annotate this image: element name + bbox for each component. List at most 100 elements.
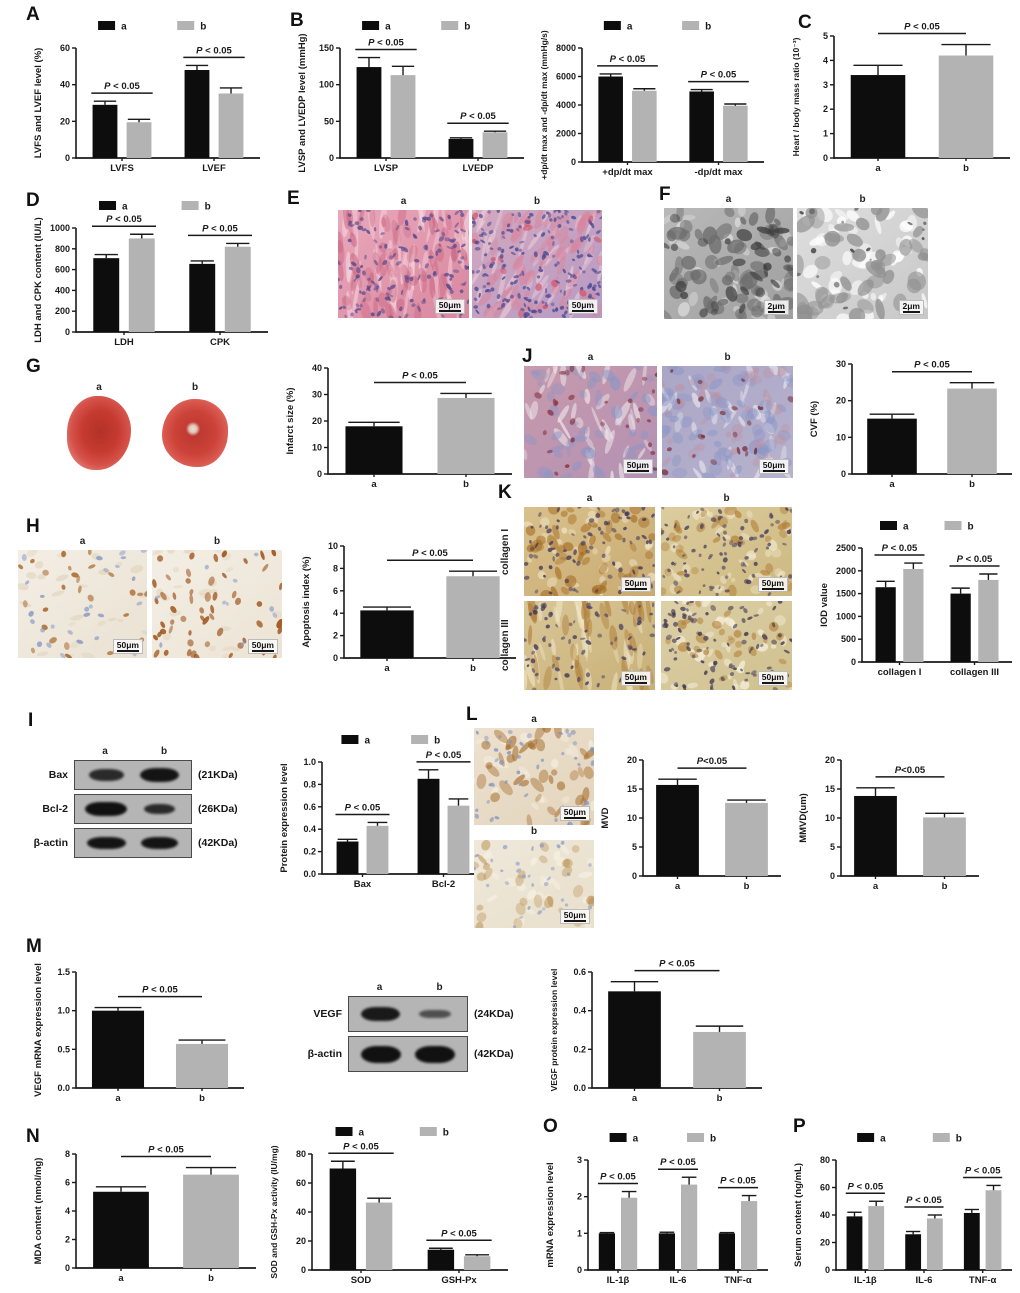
svg-text:20: 20: [825, 755, 835, 765]
svg-text:IL-1β: IL-1β: [854, 1275, 877, 1286]
svg-text:P < 0.05: P < 0.05: [659, 959, 695, 970]
svg-text:LVFS and LVEF level (%): LVFS and LVEF level (%): [33, 48, 44, 159]
scale-bar: 50μm: [757, 577, 788, 592]
svg-text:1: 1: [577, 1228, 582, 1238]
svg-text:200: 200: [55, 306, 70, 316]
micrograph-texture: [664, 208, 793, 319]
svg-text:P < 0.05: P < 0.05: [957, 554, 993, 565]
svg-text:20: 20: [296, 1236, 306, 1246]
svg-text:5: 5: [830, 842, 835, 852]
svg-text:0: 0: [830, 871, 835, 881]
svg-text:4: 4: [333, 608, 338, 618]
chart-protein-expression: Protein expression level 0.0 0.2 0.4 0.6 0.8 1…: [276, 728, 492, 896]
blot-row: β-actin (42KDa): [294, 1036, 524, 1072]
svg-text:mRNA expression level: mRNA expression level: [545, 1162, 556, 1267]
blot-membrane: [74, 794, 192, 824]
svg-text:b: b: [434, 736, 440, 747]
chart-svg-M1: VEGF mRNA expression level 0.0 0.5 1.0 1.5 a b…: [33, 963, 244, 1104]
svg-text:b: b: [968, 522, 974, 533]
blot-row: β-actin (42KDa): [14, 828, 266, 858]
svg-text:20: 20: [836, 396, 846, 406]
svg-text:30: 30: [836, 359, 846, 369]
svg-text:2000: 2000: [556, 129, 576, 139]
chart-svg-M2: VEGF protein expression level 0.0 0.2 0.4 0.…: [549, 959, 762, 1104]
svg-text:P < 0.05: P < 0.05: [412, 548, 448, 559]
svg-text:5: 5: [823, 31, 828, 41]
svg-text:a: a: [371, 479, 377, 490]
svg-text:P < 0.05: P < 0.05: [142, 985, 178, 996]
blot-protein-label: VEGF: [313, 1008, 342, 1020]
panel-label-g: G: [26, 356, 41, 377]
image-label: a: [96, 382, 102, 393]
svg-text:1000: 1000: [836, 611, 856, 621]
row-label-collagen-3: collagen III: [500, 619, 511, 672]
micrograph-texture: [474, 840, 594, 928]
image-label: a: [531, 714, 537, 725]
svg-text:collagen I: collagen I: [878, 667, 922, 678]
image-label: a: [725, 194, 732, 205]
micrograph-em-b: b 2μm: [797, 194, 928, 319]
chart-svg-L1: MVD 0 5 10 15 20 a b P<0.05: [600, 755, 781, 892]
svg-text:MVD: MVD: [600, 807, 611, 828]
micrograph-masson-a: a 50μm: [524, 352, 657, 478]
chart-svg-L2: MMVD(um) 0 5 10 15 20 a b P<0.05: [798, 755, 979, 892]
scale-bar: 50μm: [247, 639, 278, 654]
svg-text:P < 0.05: P < 0.05: [148, 1145, 184, 1156]
chart-lvsp-lvedp: LVSP and LVEDP level (mmHg) 0 50 100 150 LVSP…: [294, 14, 532, 180]
micrograph-texture: [797, 208, 928, 319]
collagen3-ihc-image-a: 50μm: [524, 601, 655, 690]
svg-text:0: 0: [65, 1263, 70, 1273]
svg-text:VEGF mRNA expression level: VEGF mRNA expression level: [33, 963, 44, 1097]
svg-text:b: b: [717, 1093, 723, 1104]
scale-bar: 50μm: [757, 671, 788, 686]
micrograph-tunel-b: b 50μm: [152, 536, 282, 658]
svg-text:0: 0: [577, 1265, 582, 1275]
micrograph-cd31-a: a 50μm: [474, 714, 594, 825]
blot-protein-label: β-actin: [33, 837, 68, 849]
electron-micrograph-image: 2μm: [797, 208, 928, 319]
svg-text:0: 0: [632, 871, 637, 881]
svg-text:b: b: [208, 1273, 214, 1284]
svg-text:0.2: 0.2: [303, 847, 316, 857]
svg-text:a: a: [880, 1134, 886, 1145]
chart-vegf-protein: VEGF protein expression level 0.0 0.2 0.4 0.…: [546, 956, 770, 1110]
panel-label-i: I: [28, 710, 34, 731]
svg-text:P < 0.05: P < 0.05: [701, 70, 737, 81]
chart-svg-C: Heart / body mass ratio (10⁻³) 0 1 2 3 4 5 a b P …: [791, 22, 1010, 174]
scale-bar: 50μm: [434, 299, 465, 314]
blot-kda-label: (42KDa): [198, 837, 238, 849]
svg-text:b: b: [963, 163, 969, 174]
scale-bar: 50μm: [758, 459, 789, 474]
chart-svg-K: IOD value 0 500 1000 1500 2000 2500 collagen I c…: [819, 521, 1012, 678]
svg-text:20: 20: [60, 116, 70, 126]
svg-text:P < 0.05: P < 0.05: [914, 360, 950, 371]
chart-iod-value: IOD value 0 500 1000 1500 2000 2500 collagen I c…: [816, 514, 1020, 684]
svg-text:10: 10: [328, 541, 338, 551]
western-blot-vegf: a b VEGF (24KDa) β-actin (42KDa): [294, 982, 524, 1094]
blot-lane-label: b: [436, 982, 443, 993]
svg-text:0.4: 0.4: [573, 1006, 586, 1016]
blot-kda-label: (21KDa): [198, 769, 238, 781]
blot-band: [139, 768, 180, 782]
panel-label-p: P: [793, 1116, 806, 1137]
svg-text:60: 60: [820, 1183, 830, 1193]
svg-text:a: a: [675, 881, 681, 892]
scale-bar: 50μm: [559, 806, 590, 821]
image-label: a: [79, 536, 86, 547]
svg-text:0: 0: [823, 153, 828, 163]
svg-text:0: 0: [301, 1265, 306, 1275]
image-label: a: [587, 352, 594, 363]
image-label: b: [533, 196, 541, 207]
svg-text:1.5: 1.5: [57, 967, 70, 977]
svg-text:a: a: [903, 522, 909, 533]
panel-label-o: O: [543, 1116, 558, 1137]
svg-text:4: 4: [65, 1206, 70, 1216]
chart-svg-B2: +dp/dt max and -dp/dt max (mmHg/s) 0 2000 4…: [539, 21, 764, 180]
scale-bar: 50μm: [620, 577, 651, 592]
blot-lane-label: b: [160, 746, 168, 757]
panel-label-b: B: [290, 10, 304, 31]
svg-text:0.6: 0.6: [303, 802, 316, 812]
blot-band: [144, 804, 176, 814]
